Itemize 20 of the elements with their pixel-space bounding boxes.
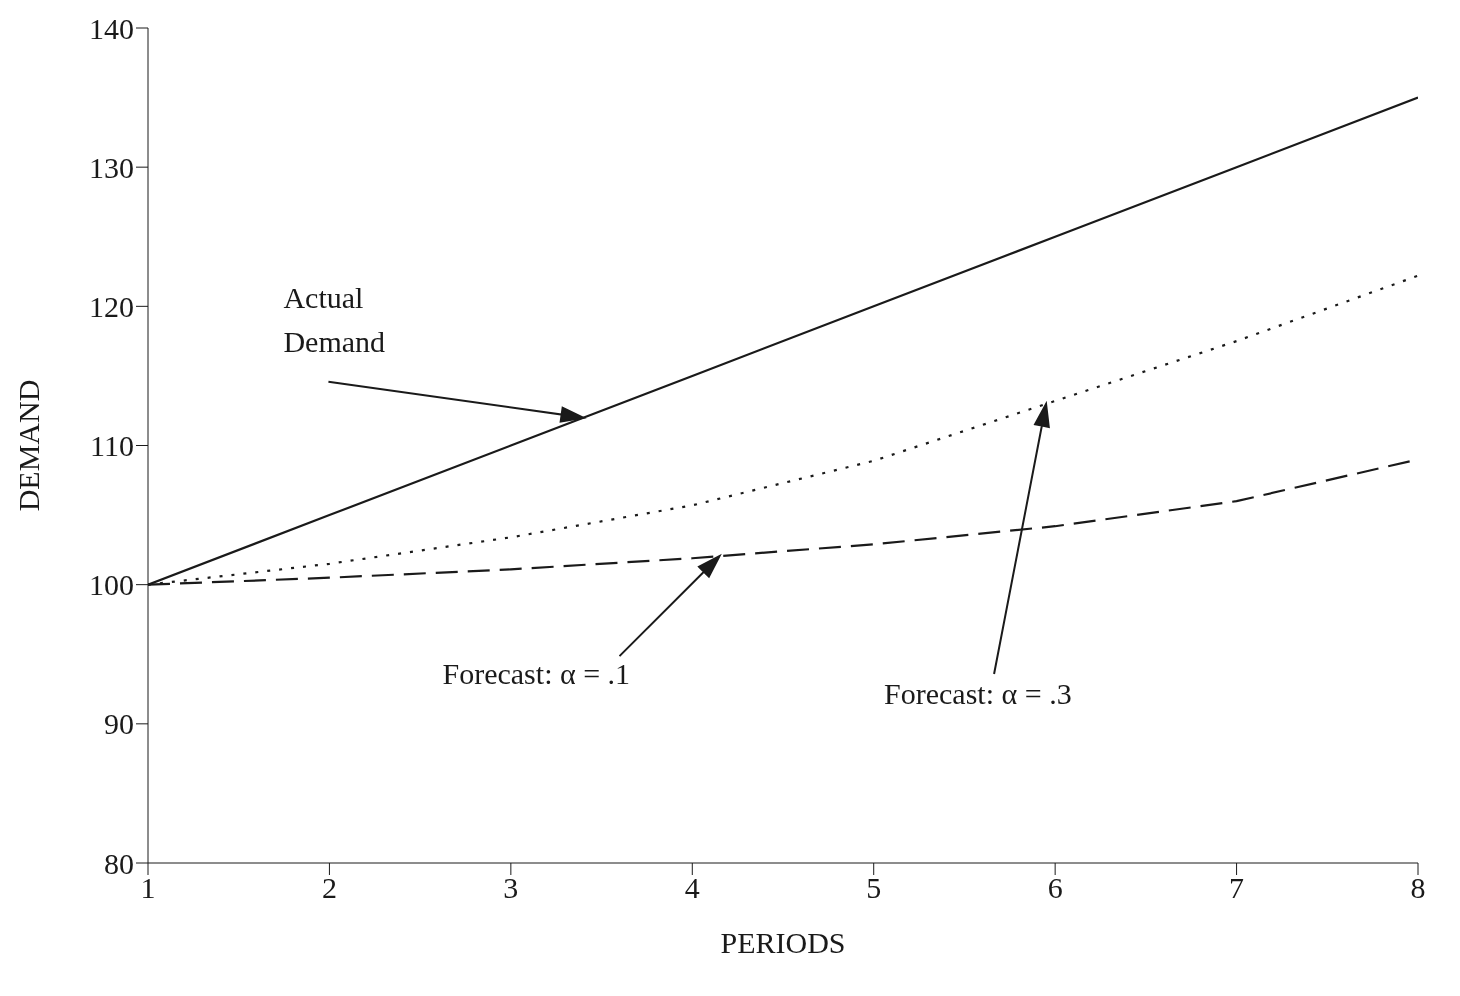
x-tick-label: 2	[321, 871, 337, 905]
annotation: Forecast: α = .1	[442, 657, 631, 691]
x-tick-label: 1	[140, 871, 156, 905]
y-tick-label: 110	[90, 429, 134, 463]
x-tick-label: 8	[1410, 871, 1426, 905]
y-tick-label: 120	[89, 289, 134, 323]
y-tick-label: 90	[104, 707, 134, 741]
x-tick-label: 3	[503, 871, 519, 905]
x-tick-label: 4	[684, 871, 700, 905]
y-tick-label: 130	[89, 150, 134, 184]
y-tick-label: 140	[89, 11, 134, 45]
y-tick-label: 100	[89, 568, 134, 602]
x-axis-title: PERIODS	[720, 926, 846, 959]
x-tick-label: 7	[1229, 871, 1245, 905]
x-tick-label: 6	[1047, 871, 1063, 905]
annotation: Forecast: α = .3	[884, 676, 1072, 710]
x-tick-label: 5	[866, 871, 882, 905]
y-tick-label: 80	[104, 846, 134, 880]
annotation: Actual Demand	[283, 280, 386, 358]
y-axis-title: DEMAND	[11, 379, 45, 512]
